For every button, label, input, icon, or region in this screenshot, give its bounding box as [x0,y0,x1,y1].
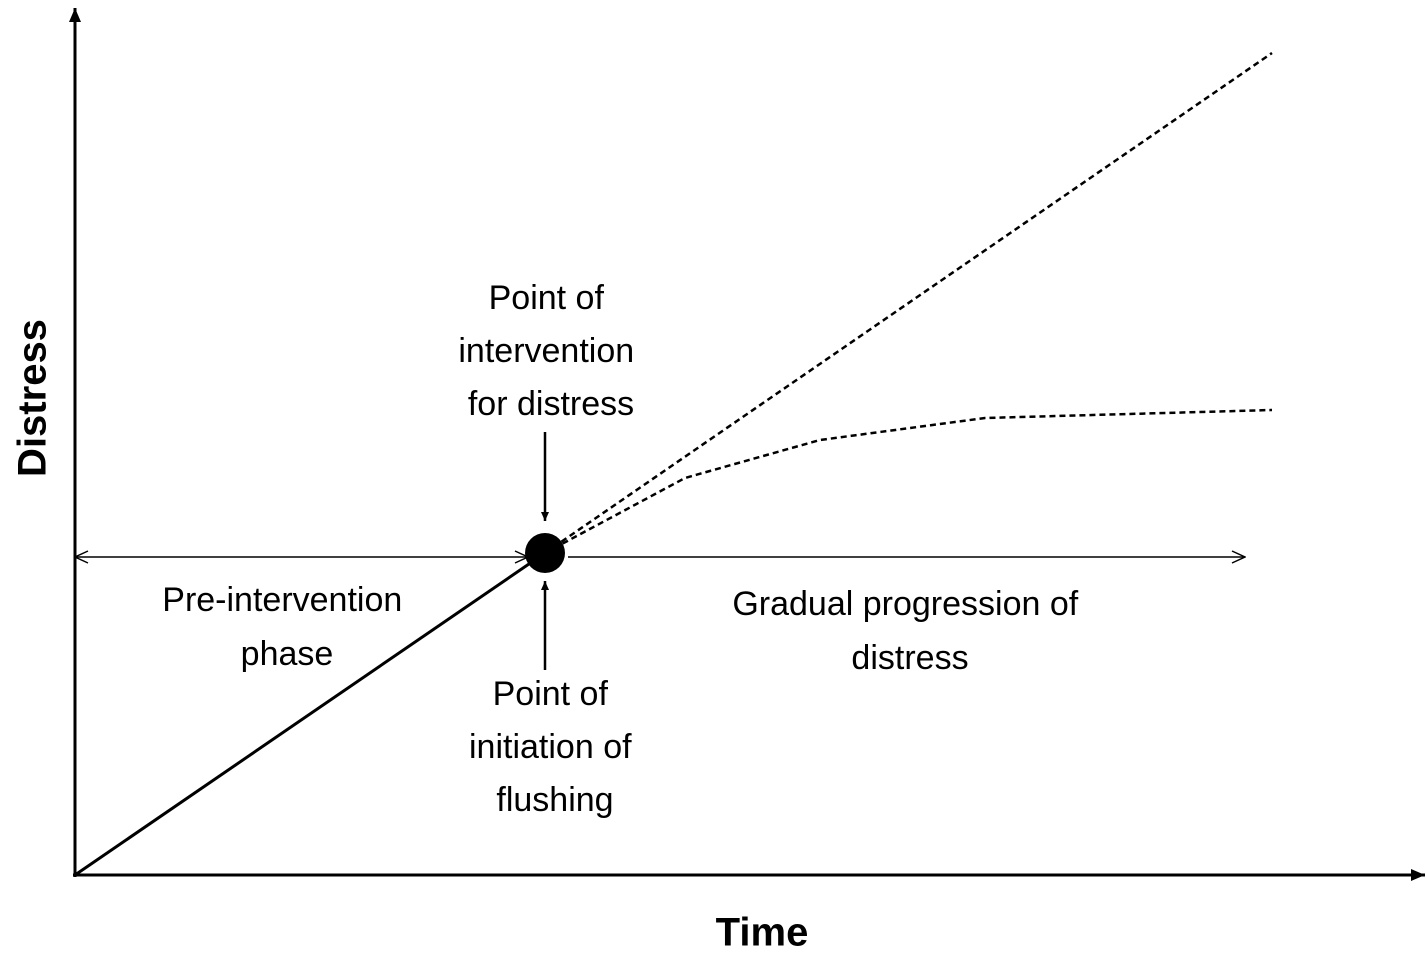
annotation: Point of initiation of flushing [469,675,641,819]
annotation: Pre-intervention phase [162,581,411,673]
pre-trend [74,551,546,877]
x-axis-label: Time [716,911,809,955]
annotation-line: initiation of [469,728,632,766]
annotation-line: for distress [468,385,634,423]
annotation: Gradual progression of distress [732,585,1087,677]
dashed-trend [544,408,1273,555]
annotation: Point of intervention for distress [458,279,643,423]
annotation-line: intervention [458,332,634,370]
annotation-line: Pre-intervention [162,581,402,619]
annotation-line: phase [241,635,334,673]
dashed-trend [544,51,1273,555]
annotation-line: Point of [493,675,609,713]
y-axis-label: Distress [11,319,55,477]
annotation-line: distress [851,639,968,677]
annotation-line: Point of [489,279,605,317]
annotation-line: flushing [496,781,613,819]
annotation-line: Gradual progression of [732,585,1078,623]
intervention-point [525,533,565,573]
